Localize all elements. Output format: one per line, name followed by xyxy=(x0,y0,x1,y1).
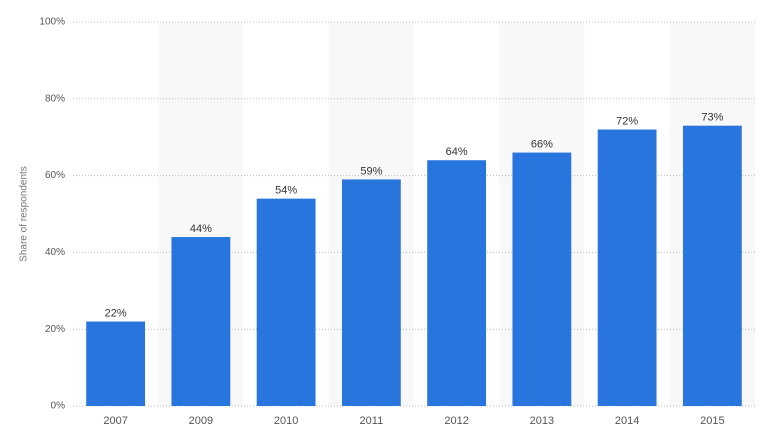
x-tick-label: 2013 xyxy=(530,415,554,427)
y-tick-label: 100% xyxy=(39,17,65,28)
x-tick-label: 2011 xyxy=(360,415,384,427)
y-tick-label: 80% xyxy=(45,93,65,104)
bar xyxy=(597,129,657,406)
value-label: 54% xyxy=(275,185,297,197)
value-label: 73% xyxy=(701,112,723,124)
y-axis-label: Share of respondents xyxy=(19,166,30,262)
value-label: 66% xyxy=(531,138,553,150)
y-tick-label: 0% xyxy=(51,401,66,412)
value-label: 64% xyxy=(446,146,468,158)
value-label: 72% xyxy=(616,115,638,127)
x-tick-label: 2007 xyxy=(103,415,127,427)
y-tick-label: 60% xyxy=(45,170,65,181)
x-tick-label: 2014 xyxy=(615,415,639,427)
bar xyxy=(427,160,487,406)
x-tick-label: 2009 xyxy=(189,415,213,427)
bar xyxy=(512,152,572,406)
bar xyxy=(256,198,316,406)
value-label: 44% xyxy=(190,223,212,235)
bar xyxy=(171,237,231,406)
x-tick-label: 2010 xyxy=(274,415,298,427)
value-label: 22% xyxy=(105,307,127,319)
x-tick-label: 2012 xyxy=(444,415,468,427)
bar xyxy=(682,125,742,407)
x-tick-label: 2015 xyxy=(700,415,724,427)
bar xyxy=(86,321,146,406)
y-tick-label: 20% xyxy=(45,324,65,335)
bar xyxy=(341,179,401,406)
value-label: 59% xyxy=(360,165,382,177)
y-tick-label: 40% xyxy=(45,247,65,258)
